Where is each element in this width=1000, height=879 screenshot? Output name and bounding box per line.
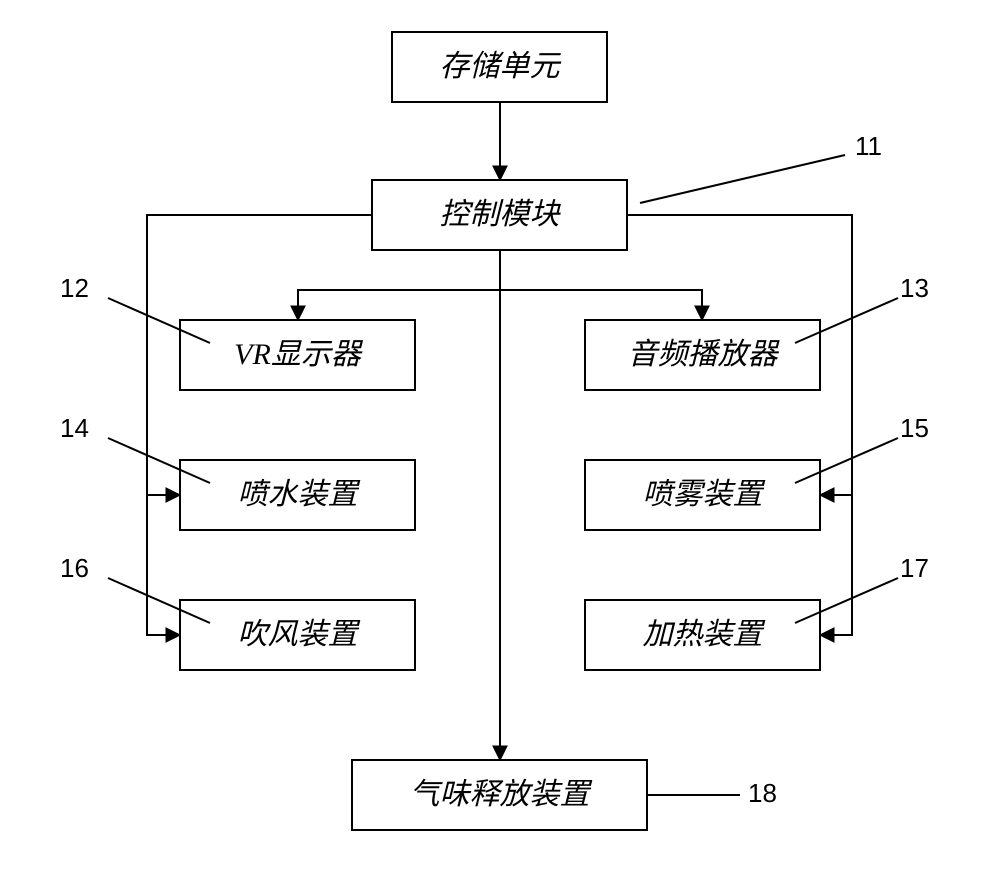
node-heat: 加热装置 (585, 600, 820, 670)
node-storage: 存储单元 (392, 32, 607, 102)
node-label-smell: 气味释放装置 (410, 778, 593, 811)
edge-3 (147, 495, 180, 635)
node-mist: 喷雾装置 (585, 460, 820, 530)
system-diagram: 存储单元控制模块 VR显示器 音频播放器喷水装置 喷雾装置吹风装置 加热装置气味释放装置… (0, 0, 1000, 879)
ref-number-16: 16 (60, 553, 89, 583)
leader-line-11 (640, 155, 845, 203)
edge-8 (500, 290, 702, 320)
edge-7 (298, 250, 500, 320)
node-control: 控制模块 (372, 180, 627, 250)
node-vr: VR显示器 (180, 320, 415, 390)
ref-number-14: 14 (60, 413, 89, 443)
node-label-heat: 加热装置 (643, 618, 766, 651)
node-label-blow: 吹风装置 (238, 618, 361, 651)
node-label-vr: VR显示器 (234, 338, 364, 371)
ref-number-11: 11 (855, 131, 882, 161)
ref-number-17: 17 (900, 553, 929, 583)
node-label-audio: 音频播放器 (628, 338, 781, 371)
node-label-control: 控制模块 (440, 198, 562, 231)
ref-number-18: 18 (748, 778, 777, 808)
node-blow: 吹风装置 (180, 600, 415, 670)
node-label-mist: 喷雾装置 (643, 478, 766, 511)
node-label-water: 喷水装置 (238, 478, 361, 511)
ref-number-13: 13 (900, 273, 929, 303)
node-smell: 气味释放装置 (352, 760, 647, 830)
node-audio: 音频播放器 (585, 320, 820, 390)
ref-number-15: 15 (900, 413, 929, 443)
node-label-storage: 存储单元 (440, 50, 562, 83)
ref-number-12: 12 (60, 273, 89, 303)
node-water: 喷水装置 (180, 460, 415, 530)
edge-6 (820, 495, 852, 635)
